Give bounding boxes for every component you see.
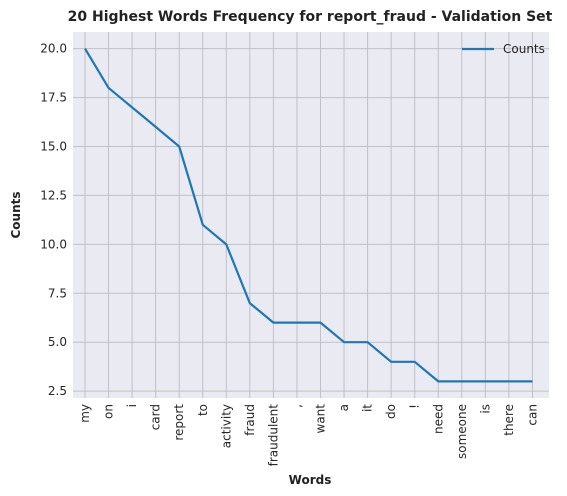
x-tick-label: someone [455,404,469,459]
y-tick-label: 15.0 [40,139,67,153]
x-tick-label: report [172,404,186,441]
grid-lines [73,32,549,398]
x-tick-label: activity [219,404,233,448]
x-tick-label: a [337,404,351,411]
x-tick-label: there [502,404,516,436]
x-tick-label: ! [408,404,422,409]
x-tick-label: do [384,404,398,419]
x-tick-label: is [478,404,492,414]
x-tick-label: card [149,404,163,430]
y-tick-label: 12.5 [40,188,67,202]
y-tick-label: 10.0 [40,237,67,251]
legend-label: Counts [503,42,545,56]
plot-area [73,32,549,398]
x-tick-label: i [125,404,139,407]
x-tick-label: fraudulent [266,404,280,467]
y-tick-label: 20.0 [40,42,67,56]
y-tick-label: 2.5 [48,384,67,398]
x-axis-label: Words [289,473,332,487]
x-tick-label: can [525,404,539,426]
series-line-counts [84,48,533,383]
x-tick-label: want [314,404,328,434]
y-tick-label: 5.0 [48,335,67,349]
x-tick-label: fraud [243,404,257,436]
x-tick-label: it [361,404,375,412]
x-axis-ticks: my on i card report to activity fraud fraudulent… [78,404,539,467]
y-axis-ticks: 2.5 5.0 7.5 10.0 12.5 15.0 17.5 20.0 [40,42,67,399]
x-tick-label: to [196,404,210,416]
x-tick-label: need [431,404,445,434]
y-tick-label: 17.5 [40,91,67,105]
x-tick-label: on [102,404,116,419]
y-tick-label: 7.5 [48,286,67,300]
x-tick-label: my [78,404,92,423]
legend: Counts [462,42,545,56]
chart-title: 20 Highest Words Frequency for report_fr… [68,9,553,25]
x-tick-label: , [290,404,304,408]
y-axis-label: Counts [9,191,23,238]
